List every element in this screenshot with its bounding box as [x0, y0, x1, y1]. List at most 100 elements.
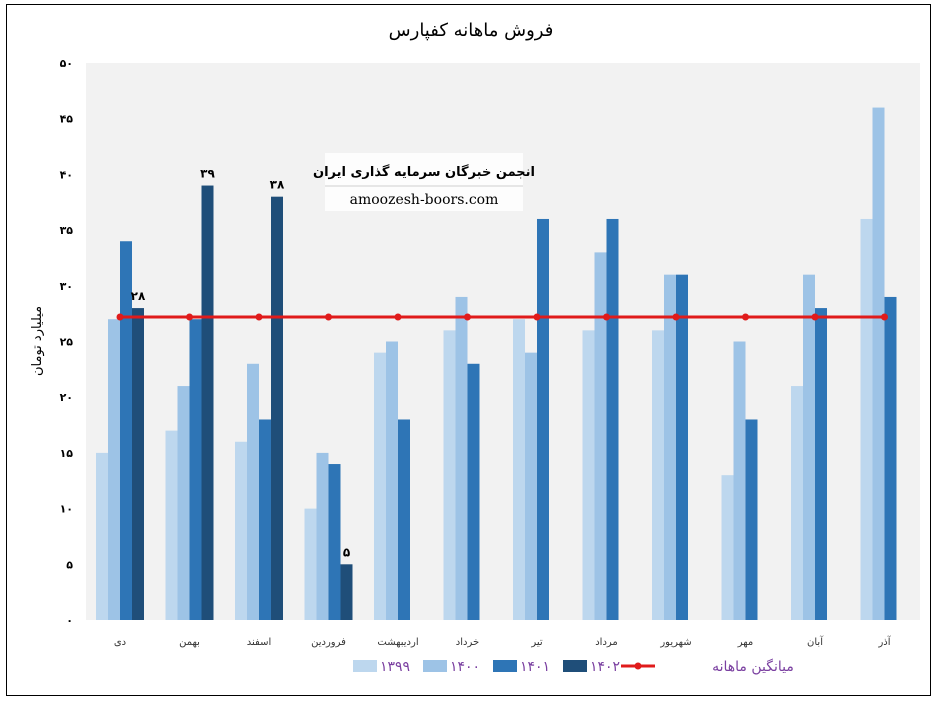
legend-label: ۱۴۰۱: [520, 659, 550, 675]
chart-frame: فروش ماهانه کفپارس میلیارد تومان ۰ ۵ ۱۰ ۱۵ ۲…: [6, 4, 931, 696]
bar-۱۳۹۹-آذر: [860, 218, 873, 620]
bar-۱۴۰۱-خرداد: [467, 363, 480, 620]
bar-۱۴۰۰-دی: [108, 319, 120, 620]
chart-title: فروش ماهانه کفپارس: [389, 20, 554, 41]
average-line-marker: [464, 313, 471, 321]
x-tick-label: مرداد: [595, 637, 618, 648]
average-line-marker: [533, 313, 541, 321]
x-tick-label: آبان: [807, 635, 824, 648]
legend-swatch-۱۴۰۱: [493, 660, 517, 672]
x-tick-label: شهریور: [659, 637, 691, 648]
bar-۱۳۹۹-اسفند: [235, 441, 247, 620]
y-tick-label: ۲۰: [60, 391, 73, 404]
bar-۱۴۰۰-مهر: [733, 341, 746, 620]
legend: میانگین ماهانه ۱۳۹۹ ۱۴۰۰ ۱۴۰۱ ۱۴۰۲: [353, 658, 794, 675]
y-tick-label: ۳۵: [60, 224, 74, 237]
legend-average-marker: [634, 662, 642, 670]
average-line: [116, 313, 888, 321]
bar-۱۴۰۱-مهر: [745, 419, 758, 620]
bar-۱۴۰۰-شهریور: [664, 274, 676, 620]
bar-۱۳۹۹-مرداد: [582, 330, 595, 620]
bar-chart: فروش ماهانه کفپارس میلیارد تومان ۰ ۵ ۱۰ ۱۵ ۲…: [30, 20, 920, 675]
bar-۱۳۹۹-شهریور: [652, 330, 664, 620]
x-tick-label: خرداد: [456, 637, 479, 648]
y-tick-label: ۱۰: [60, 503, 73, 516]
data-label: ۳۹: [200, 167, 215, 181]
bar-۱۳۹۹-مهر: [721, 475, 734, 620]
bar-۱۴۰۱-آبان: [815, 308, 827, 620]
bar-۱۴۰۰-فروردین: [316, 452, 329, 620]
x-tick-label: دی: [114, 637, 126, 648]
bar-۱۴۰۲-بهمن: [201, 185, 214, 621]
x-tick-label: تیر: [530, 637, 543, 648]
bar-۱۴۰۱-آذر: [884, 296, 897, 620]
data-label: ۲۸: [131, 289, 146, 303]
bar-۱۴۰۰-آبان: [803, 274, 815, 620]
x-axis-ticks: دی بهمن اسفند فروردین اردیبهشت خرداد تیر مرداد ش…: [114, 635, 892, 648]
bar-۱۴۰۰-بهمن: [177, 386, 190, 620]
average-line-marker: [603, 313, 610, 321]
bar-۱۳۹۹-آبان: [791, 386, 803, 620]
y-tick-label: ۲۵: [60, 336, 74, 349]
legend-label: ۱۴۰۲: [590, 659, 620, 675]
bar-۱۳۹۹-بهمن: [165, 430, 178, 620]
legend-label: ۱۳۹۹: [380, 659, 410, 675]
y-tick-label: ۴۵: [60, 113, 74, 126]
bar-۱۴۰۱-مرداد: [606, 218, 619, 620]
y-tick-label: ۱۵: [60, 447, 74, 460]
bar-۱۴۰۱-فروردین: [328, 464, 341, 620]
bar-۱۴۰۲-اسفند: [271, 196, 283, 620]
legend-swatch-۱۴۰۲: [563, 660, 587, 672]
bar-۱۴۰۰-خرداد: [455, 296, 468, 620]
bar-۱۴۰۲-دی: [132, 308, 144, 620]
average-line-marker: [255, 313, 263, 321]
bars: [96, 107, 897, 621]
legend-label: ۱۴۰۰: [450, 659, 480, 675]
bar-۱۴۰۱-تیر: [537, 218, 549, 620]
x-tick-label: اردیبهشت: [377, 637, 418, 648]
y-tick-label: ۳۰: [60, 280, 73, 293]
bar-۱۴۰۰-اسفند: [247, 363, 259, 620]
bar-۱۴۰۱-دی: [120, 241, 132, 621]
bar-۱۴۰۲-فروردین: [340, 564, 353, 620]
watermark-box: [325, 153, 523, 211]
bar-۱۳۹۹-فروردین: [304, 508, 317, 620]
average-line-marker: [186, 313, 193, 321]
data-label: ۵: [343, 545, 350, 559]
bar-۱۳۹۹-دی: [96, 452, 108, 620]
x-tick-label: آذر: [877, 635, 891, 648]
average-line-marker: [742, 313, 749, 321]
x-tick-label: بهمن: [179, 637, 200, 648]
average-line-marker: [881, 313, 888, 321]
bar-۱۴۰۰-آذر: [872, 107, 885, 620]
y-tick-label: ۰: [66, 614, 73, 627]
watermark: انجمن خبرگان سرمایه گذاری ایران amoozesh…: [313, 153, 535, 211]
average-line-marker: [325, 313, 332, 321]
data-label: ۳۸: [270, 178, 285, 192]
bar-۱۴۰۰-تیر: [525, 352, 537, 620]
y-tick-label: ۵: [66, 558, 73, 571]
bar-۱۳۹۹-خرداد: [443, 330, 456, 620]
y-tick-label: ۵۰: [60, 57, 73, 70]
average-line-marker: [672, 313, 680, 321]
bar-۱۴۰۱-اردیبهشت: [398, 419, 410, 620]
bar-۱۴۰۰-اردیبهشت: [386, 341, 398, 620]
x-tick-label: مهر: [737, 637, 753, 648]
y-axis-ticks: ۰ ۵ ۱۰ ۱۵ ۲۰ ۲۵ ۳۰ ۳۵ ۴۰ ۴۵ ۵۰: [60, 57, 74, 627]
bar-۱۴۰۱-شهریور: [676, 274, 688, 620]
data-labels: ۲۸ ۳۹ ۳۸ ۵: [131, 167, 350, 560]
x-tick-label: فروردین: [311, 637, 346, 648]
average-line-marker: [811, 313, 819, 321]
bar-۱۴۰۰-مرداد: [594, 252, 607, 620]
legend-swatch-۱۳۹۹: [353, 660, 377, 672]
bar-۱۳۹۹-اردیبهشت: [374, 352, 386, 620]
bar-۱۳۹۹-تیر: [513, 319, 525, 620]
legend-swatch-۱۴۰۰: [423, 660, 447, 672]
average-line-marker: [394, 313, 402, 321]
watermark-line2: amoozesh-boors.com: [350, 192, 499, 208]
bar-۱۴۰۱-بهمن: [189, 319, 202, 620]
x-tick-label: اسفند: [247, 637, 271, 648]
y-axis-label: میلیارد تومان: [30, 306, 45, 376]
legend-average-label: میانگین ماهانه: [712, 658, 794, 675]
average-line-marker: [116, 313, 124, 321]
